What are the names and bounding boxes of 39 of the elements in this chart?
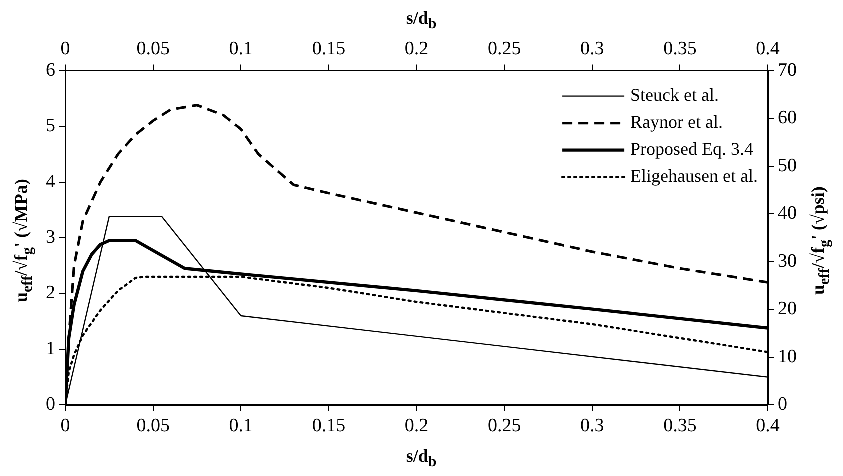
- x-tick-label: 0.35: [664, 416, 697, 437]
- x2-tick-label: 0.35: [664, 38, 697, 60]
- y2-tick-label: 40: [778, 203, 797, 224]
- y2-tick-label: 60: [778, 108, 797, 129]
- y-tick-label: 0: [46, 394, 56, 416]
- x2-axis-title: s/d$_{b}$: [405, 8, 438, 34]
- x2-tick-label: 0.2: [404, 38, 429, 60]
- x2-tick-label: 0.25: [488, 38, 522, 60]
- x-tick-label: 0: [60, 416, 70, 437]
- y-tick-label: 1: [46, 338, 56, 360]
- y-tick-label: 5: [46, 116, 56, 137]
- x-tick-label: 0.25: [488, 416, 522, 437]
- legend-label: Eligehausen et al.: [630, 166, 758, 186]
- x-tick-label: 0.15: [312, 416, 346, 437]
- y2-tick-label: 70: [778, 60, 797, 81]
- y2-tick-label: 20: [778, 298, 797, 320]
- y-tick-label: 2: [46, 282, 56, 304]
- y2-tick-label: 0: [778, 394, 788, 416]
- x2-tick-label: 0.3: [580, 38, 604, 60]
- x2-tick-label: 0.15: [312, 38, 346, 60]
- x-tick-label: 0.05: [136, 416, 170, 437]
- y2-tick-label: 10: [778, 346, 797, 368]
- x2-tick-label: 0.1: [229, 38, 253, 60]
- x-tick-label: 0.1: [229, 416, 253, 437]
- y2-tick-label: 50: [778, 155, 797, 176]
- legend-label: Steuck et al.: [630, 85, 720, 106]
- x2-tick-label: 0: [60, 38, 70, 60]
- y-tick-label: 3: [46, 226, 56, 248]
- x2-tick-label: 0.4: [756, 38, 780, 60]
- x-tick-label: 0.2: [404, 416, 429, 437]
- legend-label: Proposed Eq. 3.4: [630, 139, 754, 160]
- x-tick-label: 0.3: [580, 416, 604, 437]
- x-tick-label: 0.4: [756, 416, 780, 437]
- legend-label: Raynor et al.: [630, 112, 724, 132]
- x2-tick-label: 0.05: [136, 38, 170, 60]
- y-tick-label: 6: [46, 60, 56, 81]
- y2-tick-label: 30: [778, 250, 797, 272]
- y-tick-label: 4: [46, 171, 56, 192]
- x-axis-title: s/d$_{b}$: [405, 446, 438, 472]
